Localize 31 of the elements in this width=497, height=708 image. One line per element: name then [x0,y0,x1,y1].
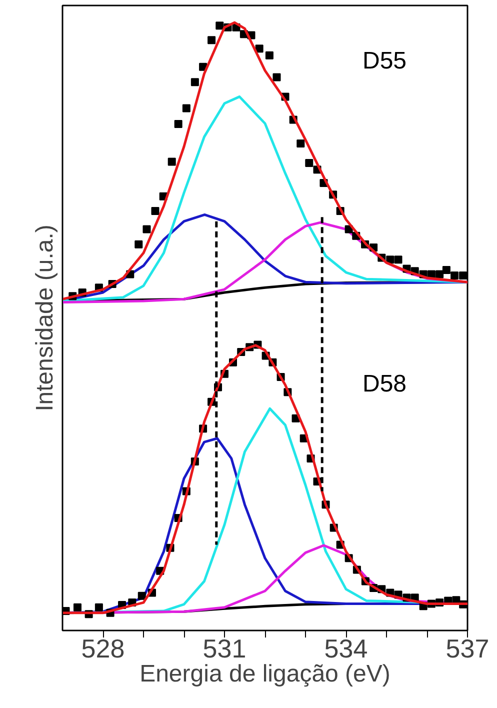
x-tick-label: 531 [202,634,246,664]
x-axis-title: Energia de ligação (eV) [140,660,390,688]
point [216,22,224,30]
point [190,78,199,86]
point [73,603,82,612]
point [305,158,314,167]
point [142,225,151,234]
point [450,271,459,280]
point [151,206,160,215]
point [394,256,402,264]
point [182,104,190,112]
annotation: D55 [362,48,407,74]
x-tick-label: 528 [81,634,125,664]
point [272,73,281,82]
point [442,266,450,274]
point [255,44,264,53]
annotation: D58 [362,370,407,398]
point [134,240,143,248]
point [94,603,103,612]
point [174,120,182,128]
point [168,158,176,166]
point [138,592,146,600]
point [436,270,444,278]
point [208,36,216,44]
point [459,271,468,280]
y-axis-title: Intensidade (u.a.) [32,224,58,412]
point [265,51,274,60]
point [386,256,394,264]
x-tick-label: 534 [324,634,368,664]
x-tick-label: 537 [446,634,490,664]
point [296,140,305,148]
